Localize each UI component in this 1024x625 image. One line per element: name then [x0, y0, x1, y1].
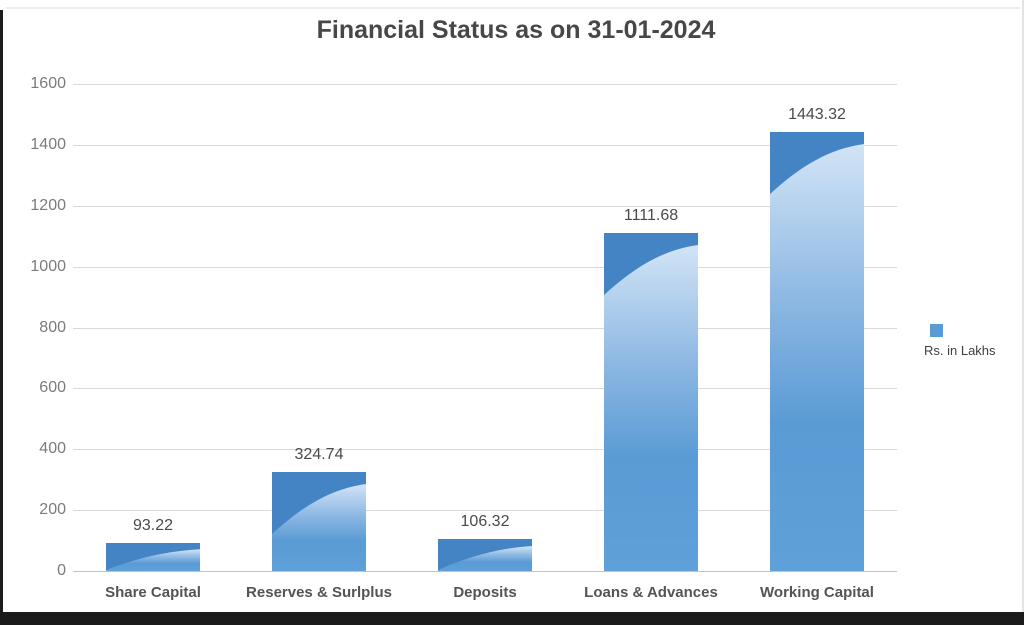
y-axis-tick-1200: 1200: [30, 196, 66, 214]
frame-left-edge: [0, 10, 3, 612]
data-label-reserves-surlplus: 324.74: [294, 446, 344, 463]
category-label-working-capital: Working Capital: [760, 584, 874, 601]
bar-deposits: [438, 539, 532, 571]
y-axis-tick-0: 0: [57, 562, 66, 579]
y-axis-tick-1600: 1600: [30, 75, 66, 92]
bar-reserves-surlplus: [272, 472, 366, 571]
gridline-1400: [73, 144, 897, 146]
category-label-share-capital: Share Capital: [105, 584, 201, 601]
y-axis-tick-200: 200: [39, 501, 66, 519]
legend-swatch-icon: [930, 324, 943, 337]
frame-bottom-edge: [0, 612, 1024, 625]
data-label-deposits: 106.32: [460, 513, 510, 530]
frame-top-edge: [6, 7, 1020, 9]
category-label-reserves-surlplus: Reserves & Surlplus: [246, 584, 392, 601]
bar-gloss-share-capital: [106, 549, 200, 571]
legend: Rs. in Lakhs: [924, 324, 1020, 358]
legend-label: Rs. in Lakhs: [924, 343, 996, 358]
y-axis-tick-400: 400: [39, 440, 66, 458]
y-axis-tick-800: 800: [39, 318, 66, 336]
data-label-working-capital: 1443.32: [788, 106, 846, 123]
bar-gloss-working-capital: [770, 144, 864, 571]
gridline-1000: [73, 266, 897, 268]
bar-loans-advances: [604, 233, 698, 571]
data-label-share-capital: 93.22: [132, 517, 174, 534]
category-label-loans-advances: Loans & Advances: [584, 584, 718, 601]
y-axis-tick-600: 600: [39, 379, 66, 397]
gridline-0: [73, 571, 897, 572]
y-axis-tick-1000: 1000: [30, 257, 66, 275]
chart-title: Financial Status as on 31-01-2024: [316, 16, 716, 44]
frame-right-edge: [1022, 0, 1024, 625]
category-label-deposits: Deposits: [453, 584, 517, 601]
gridline-400: [73, 449, 897, 451]
gridline-800: [73, 327, 897, 329]
y-axis-tick-1400: 1400: [30, 135, 66, 153]
gridline-1200: [73, 205, 897, 207]
bar-gloss-loans-advances: [604, 245, 698, 571]
gridline-1600: [73, 84, 897, 85]
bar-gloss-reserves-surlplus: [272, 484, 366, 571]
bar-share-capital: [106, 543, 200, 571]
bar-working-capital: [770, 132, 864, 571]
gridline-200: [73, 510, 897, 512]
data-label-loans-advances: 1111.68: [623, 207, 679, 224]
bar-gloss-deposits: [438, 546, 532, 571]
gridline-600: [73, 388, 897, 390]
